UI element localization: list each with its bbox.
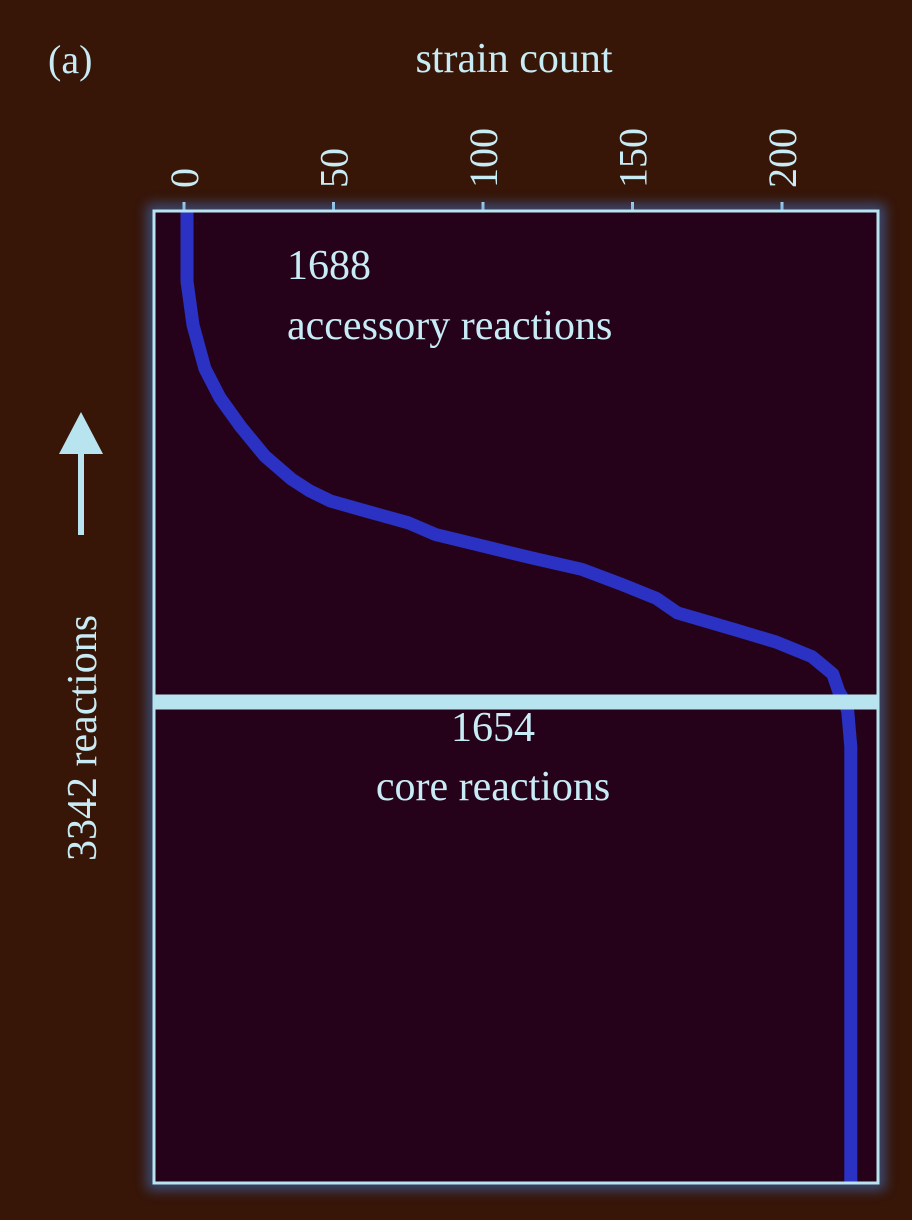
x-tick-label: 0 (162, 168, 207, 188)
x-axis-ticks: 0 50 100 150 200 (162, 128, 805, 211)
x-tick-label: 100 (461, 128, 506, 188)
accessory-count: 1688 (287, 243, 371, 289)
plot-frame (152, 209, 880, 1185)
x-tick-label: 200 (760, 128, 805, 188)
x-axis-title: strain count (415, 36, 612, 82)
y-axis-title: 3342 reactions (60, 615, 106, 861)
core-count: 1654 (451, 705, 535, 751)
x-tick-label: 150 (611, 128, 656, 188)
x-tick-label: 50 (312, 148, 357, 188)
core-label: core reactions (376, 764, 610, 810)
panel-label: (a) (48, 37, 92, 82)
y-direction-arrow (59, 412, 103, 535)
accessory-label: accessory reactions (287, 303, 612, 349)
